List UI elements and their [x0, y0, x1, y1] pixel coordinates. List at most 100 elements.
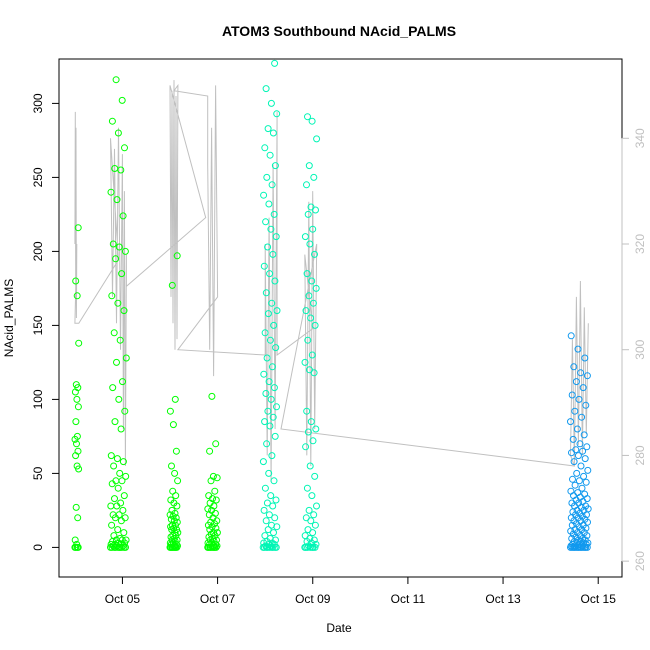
data-point [72, 381, 80, 389]
data-point [567, 332, 575, 340]
data-point [577, 369, 585, 377]
data-point [111, 495, 118, 503]
data-point [211, 487, 219, 495]
data-point [266, 151, 274, 159]
data-point [303, 270, 311, 278]
data-point [265, 469, 273, 477]
data-point [584, 466, 592, 474]
data-point [311, 472, 319, 480]
data-point [260, 539, 268, 547]
y-tick-label: 250 [31, 167, 45, 187]
data-point [301, 358, 309, 366]
data-point [259, 458, 267, 466]
data-point [273, 307, 281, 315]
data-point [312, 425, 320, 433]
data-point [267, 395, 275, 403]
data-point [268, 363, 276, 371]
data-point [116, 336, 124, 344]
data-point [577, 462, 585, 470]
data-point [269, 129, 277, 137]
data-point [272, 344, 280, 352]
data-point [308, 351, 316, 359]
data-point [168, 281, 176, 289]
data-point [303, 484, 311, 492]
data-point [568, 449, 575, 457]
data-point [581, 455, 589, 463]
data-point [73, 462, 81, 470]
data-point [270, 477, 278, 485]
data-point [304, 526, 312, 534]
data-point [72, 543, 80, 551]
data-point [122, 354, 130, 362]
data-point [266, 270, 274, 278]
data-point [583, 495, 591, 503]
data-point [261, 144, 269, 152]
data-point [262, 390, 270, 397]
data-point [261, 329, 269, 337]
data-point [72, 503, 80, 511]
data-point [261, 532, 269, 540]
data-point [574, 345, 582, 353]
data-point [271, 162, 279, 170]
data-point [113, 358, 120, 366]
data-point [112, 255, 120, 263]
data-point [212, 496, 220, 504]
data-point [108, 292, 116, 300]
y-tick-label: 50 [31, 466, 45, 480]
data-point [72, 418, 80, 426]
data-point [174, 477, 182, 485]
data-point [205, 492, 213, 500]
data-point [260, 506, 268, 514]
data-point [576, 440, 584, 448]
data-point [581, 354, 589, 362]
data-point [308, 117, 316, 125]
data-point [264, 526, 272, 534]
data-point [303, 407, 311, 415]
data-point [272, 496, 280, 504]
data-point [114, 129, 122, 137]
data-point [306, 366, 313, 374]
y2-tick-label: 300 [633, 339, 647, 359]
data-point [579, 384, 587, 392]
data-point [111, 418, 119, 426]
data-point [266, 535, 274, 542]
data-point [111, 165, 119, 172]
data-point [568, 391, 576, 399]
data-point [306, 240, 314, 248]
data-point [310, 173, 318, 181]
data-point [571, 481, 579, 489]
data-point [172, 447, 180, 455]
data-point [307, 418, 315, 426]
data-point [311, 321, 319, 329]
data-point [307, 314, 315, 322]
data-point [578, 484, 586, 492]
data-point [273, 403, 280, 411]
secondary-line-layer [74, 80, 589, 482]
data-point [74, 447, 82, 455]
data-point [304, 428, 312, 436]
data-point [570, 363, 578, 371]
data-point [304, 113, 311, 121]
data-point [271, 59, 279, 67]
data-point [308, 277, 316, 285]
data-point [305, 162, 313, 170]
data-point [580, 472, 588, 480]
data-point [71, 536, 79, 544]
y2-tick-label: 340 [633, 128, 647, 148]
data-point [568, 535, 576, 542]
data-point [209, 472, 217, 480]
data-point [267, 492, 275, 500]
data-point [271, 514, 279, 522]
data-point [263, 440, 271, 448]
x-tick-label: Oct 07 [200, 592, 236, 606]
data-point [575, 395, 583, 403]
data-point [118, 270, 126, 278]
data-point [260, 191, 268, 199]
data-point [110, 329, 118, 337]
y2-tick-label: 320 [633, 234, 647, 254]
data-point [265, 511, 273, 519]
data-point [305, 292, 313, 300]
data-point [168, 506, 176, 514]
data-point [574, 452, 582, 460]
data-point [261, 484, 269, 492]
